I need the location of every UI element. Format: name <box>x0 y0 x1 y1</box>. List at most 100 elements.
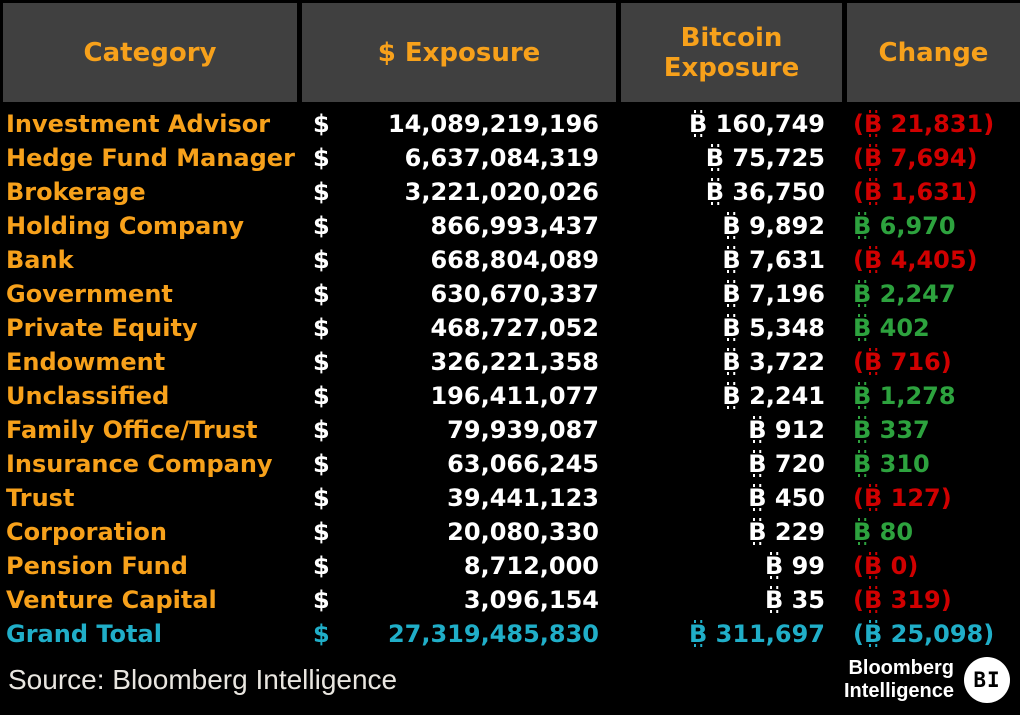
brand-line2: Intelligence <box>843 680 954 702</box>
usd-value: 14,089,219,196 <box>387 110 599 138</box>
column-header-change: Change <box>847 3 1020 102</box>
category-cell: Corporation <box>6 518 167 546</box>
category-cell: Holding Company <box>6 212 245 240</box>
bitcoin-icon: B <box>748 416 767 444</box>
category-cell: Grand Total <box>6 620 162 648</box>
usd-value: 63,066,245 <box>447 450 599 478</box>
bitcoin-icon: B <box>705 144 725 172</box>
usd-exposure-cell: $468,727,052 <box>299 314 617 342</box>
category-cell: Hedge Fund Manager <box>6 144 295 172</box>
bitcoin-icon: B <box>853 416 872 444</box>
dollar-sign: $ <box>313 110 330 138</box>
bitcoin-icon: B <box>853 518 872 546</box>
table-row: Brokerage $3,221,020,026 B 36,750 (B 1,631) <box>0 175 1020 209</box>
bitcoin-icon: B <box>863 144 883 172</box>
change-cell: (B 4,405) <box>853 246 978 274</box>
bitcoin-icon: B <box>863 110 883 138</box>
btc-exposure-cell: B 9,892 <box>722 212 825 240</box>
btc-exposure-cell: B 450 <box>748 484 825 512</box>
grand-total-row: Grand Total $27,319,485,830 B 311,697 (B 25… <box>0 617 1020 651</box>
usd-value: 27,319,485,830 <box>387 620 599 648</box>
bitcoin-icon: B <box>764 552 784 580</box>
table-row: Endowment $326,221,358 B 3,722 (B 716) <box>0 345 1020 379</box>
usd-exposure-cell: $20,080,330 <box>299 518 617 546</box>
dollar-sign: $ <box>313 552 330 580</box>
btc-exposure-cell: B 3,722 <box>722 348 825 376</box>
change-cell: B 310 <box>853 450 930 478</box>
bitcoin-icon: B <box>853 450 872 478</box>
usd-value: 196,411,077 <box>430 382 599 410</box>
change-cell: B 6,970 <box>853 212 956 240</box>
bitcoin-icon: B <box>863 586 883 614</box>
change-cell: B 2,247 <box>853 280 956 308</box>
bitcoin-icon: B <box>722 212 741 240</box>
bitcoin-icon: B <box>722 280 741 308</box>
category-cell: Government <box>6 280 173 308</box>
usd-exposure-cell: $79,939,087 <box>299 416 617 444</box>
bitcoin-icon: B <box>722 348 741 376</box>
category-cell: Private Equity <box>6 314 198 342</box>
category-cell: Venture Capital <box>6 586 217 614</box>
table-row: Private Equity $468,727,052 B 5,348 B 402 <box>0 311 1020 345</box>
change-cell: B 1,278 <box>853 382 956 410</box>
table-row: Government $630,670,337 B 7,196 B 2,247 <box>0 277 1020 311</box>
dollar-sign: $ <box>313 484 330 512</box>
column-header-category: Category <box>3 3 297 102</box>
dollar-sign: $ <box>313 416 330 444</box>
change-cell: (B 25,098) <box>853 620 995 648</box>
category-cell: Insurance Company <box>6 450 273 478</box>
dollar-sign: $ <box>313 144 330 172</box>
table-row: Corporation $20,080,330 B 229 B 80 <box>0 515 1020 549</box>
btc-exposure-cell: B 36,750 <box>705 178 825 206</box>
bitcoin-icon: B <box>853 382 872 410</box>
usd-value: 326,221,358 <box>430 348 599 376</box>
column-header-bitcoin-line1: Bitcoin <box>680 22 783 53</box>
usd-exposure-cell: $196,411,077 <box>299 382 617 410</box>
usd-value: 39,441,123 <box>447 484 599 512</box>
category-cell: Brokerage <box>6 178 146 206</box>
btc-exposure-cell: B 229 <box>748 518 825 546</box>
bitcoin-icon: B <box>722 382 741 410</box>
btc-exposure-cell: B 7,631 <box>722 246 825 274</box>
bitcoin-icon: B <box>722 314 741 342</box>
change-cell: (B 7,694) <box>853 144 978 172</box>
table-row: Investment Advisor $14,089,219,196 B 160,7… <box>0 107 1020 141</box>
bitcoin-icon: B <box>689 110 708 138</box>
table-row: Venture Capital $3,096,154 B 35 (B 319) <box>0 583 1020 617</box>
usd-exposure-cell: $866,993,437 <box>299 212 617 240</box>
usd-value: 6,637,084,319 <box>404 144 599 172</box>
dollar-sign: $ <box>313 212 330 240</box>
usd-exposure-cell: $39,441,123 <box>299 484 617 512</box>
dollar-sign: $ <box>313 382 330 410</box>
bitcoin-icon: B <box>853 280 872 308</box>
bitcoin-icon: B <box>863 484 883 512</box>
btc-exposure-cell: B 311,697 <box>689 620 825 648</box>
dollar-sign: $ <box>313 586 330 614</box>
usd-exposure-cell: $3,221,020,026 <box>299 178 617 206</box>
column-header-usd-exposure: $ Exposure <box>302 3 616 102</box>
usd-exposure-cell: $6,637,084,319 <box>299 144 617 172</box>
usd-value: 630,670,337 <box>430 280 599 308</box>
dollar-sign: $ <box>313 314 330 342</box>
usd-value: 20,080,330 <box>447 518 599 546</box>
table-body: Investment Advisor $14,089,219,196 B 160,7… <box>0 102 1020 651</box>
column-header-bitcoin-line2: Exposure <box>663 52 800 83</box>
bitcoin-icon: B <box>748 518 767 546</box>
usd-value: 79,939,087 <box>447 416 599 444</box>
category-cell: Pension Fund <box>6 552 188 580</box>
usd-value: 866,993,437 <box>430 212 599 240</box>
dollar-sign: $ <box>313 280 330 308</box>
bitcoin-icon: B <box>863 620 883 648</box>
table-row: Trust $39,441,123 B 450 (B 127) <box>0 481 1020 515</box>
change-cell: B 402 <box>853 314 930 342</box>
btc-exposure-cell: B 160,749 <box>689 110 825 138</box>
bitcoin-icon: B <box>863 246 883 274</box>
category-cell: Endowment <box>6 348 166 376</box>
change-cell: (B 319) <box>853 586 952 614</box>
usd-value: 3,221,020,026 <box>404 178 599 206</box>
bitcoin-icon: B <box>689 620 708 648</box>
bitcoin-icon: B <box>863 178 883 206</box>
btc-exposure-cell: B 35 <box>764 586 825 614</box>
bitcoin-icon: B <box>863 552 883 580</box>
